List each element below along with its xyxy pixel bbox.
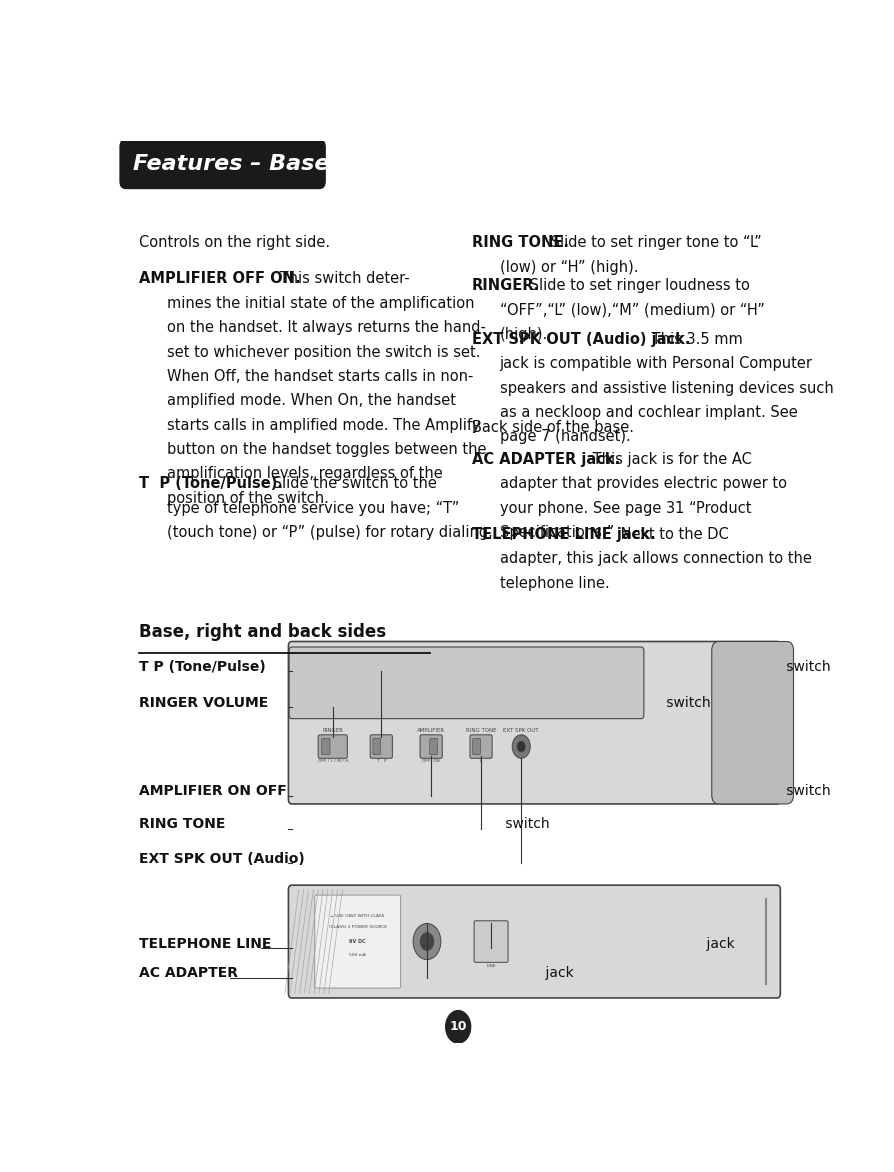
Text: T P (Tone/Pulse): T P (Tone/Pulse) xyxy=(139,660,266,674)
Text: button on the handset toggles between the: button on the handset toggles between th… xyxy=(167,442,486,457)
Text: amplified mode. When On, the handset: amplified mode. When On, the handset xyxy=(167,394,456,408)
Text: EXT SPK OUT (Audio): EXT SPK OUT (Audio) xyxy=(139,852,305,866)
Text: position of the switch.: position of the switch. xyxy=(167,491,329,506)
Text: OFF / L / M / H: OFF / L / M / H xyxy=(317,759,348,763)
Text: T    P: T P xyxy=(375,759,386,763)
Text: page 7 (handset).: page 7 (handset). xyxy=(500,429,630,444)
Text: AMPLIFIER OFF ON.: AMPLIFIER OFF ON. xyxy=(139,272,301,286)
FancyBboxPatch shape xyxy=(470,735,492,758)
Text: ⚠ USE ONLY WITH CLASS: ⚠ USE ONLY WITH CLASS xyxy=(331,914,385,919)
Text: EXT SPK OUT (Audio) jack.: EXT SPK OUT (Audio) jack. xyxy=(472,332,690,347)
Text: Next to the DC: Next to the DC xyxy=(616,527,729,541)
Text: Base, right and back sides: Base, right and back sides xyxy=(139,624,386,641)
Text: 500 mA: 500 mA xyxy=(350,953,367,958)
Text: jack is compatible with Personal Computer: jack is compatible with Personal Compute… xyxy=(500,356,813,372)
Text: LINE: LINE xyxy=(486,965,496,968)
Text: RINGER VOLUME: RINGER VOLUME xyxy=(139,696,269,709)
Text: as a neckloop and cochlear implant. See: as a neckloop and cochlear implant. See xyxy=(500,406,797,420)
Text: jack: jack xyxy=(542,967,574,980)
Text: Specifications.”: Specifications.” xyxy=(500,525,614,540)
FancyBboxPatch shape xyxy=(289,885,780,999)
FancyBboxPatch shape xyxy=(289,641,780,804)
Text: AC ADAPTER: AC ADAPTER xyxy=(139,967,239,980)
Text: T  P (Tone/Pulse).: T P (Tone/Pulse). xyxy=(139,476,283,491)
Text: Slide the switch to the: Slide the switch to the xyxy=(267,476,436,491)
Text: RING TONE: RING TONE xyxy=(466,728,496,732)
Text: 9V DC: 9V DC xyxy=(350,939,366,945)
Circle shape xyxy=(446,1010,470,1043)
Text: 10: 10 xyxy=(450,1021,467,1034)
Text: RING TONE: RING TONE xyxy=(139,818,226,831)
Text: type of telephone service you have; “T”: type of telephone service you have; “T” xyxy=(167,500,460,516)
Text: (CLASS) 2 POWER SOURCE: (CLASS) 2 POWER SOURCE xyxy=(329,925,387,929)
Text: When Off, the handset starts calls in non-: When Off, the handset starts calls in no… xyxy=(167,369,474,384)
Text: switch: switch xyxy=(662,696,711,709)
Circle shape xyxy=(413,924,441,960)
Text: RINGER.: RINGER. xyxy=(472,278,540,293)
FancyBboxPatch shape xyxy=(370,735,392,758)
Text: Back side of the base.: Back side of the base. xyxy=(472,421,634,435)
Text: This switch deter-: This switch deter- xyxy=(275,272,410,286)
Text: RINGER: RINGER xyxy=(323,728,343,732)
FancyBboxPatch shape xyxy=(373,738,381,755)
FancyBboxPatch shape xyxy=(120,139,325,189)
FancyBboxPatch shape xyxy=(322,738,330,755)
Text: TELEPHONE LINE jack.: TELEPHONE LINE jack. xyxy=(472,527,656,541)
Text: jack: jack xyxy=(702,936,735,950)
Text: This jack is for the AC: This jack is for the AC xyxy=(588,452,753,466)
Text: OFF  ON: OFF ON xyxy=(422,759,440,763)
Text: switch: switch xyxy=(502,818,550,831)
FancyBboxPatch shape xyxy=(474,921,508,962)
Text: switch: switch xyxy=(782,784,831,798)
Text: TELEPHONE LINE: TELEPHONE LINE xyxy=(139,936,272,950)
Text: RING TONE.: RING TONE. xyxy=(472,236,569,251)
Text: set to whichever position the switch is set.: set to whichever position the switch is … xyxy=(167,345,481,360)
Text: (high).: (high). xyxy=(500,327,548,341)
Text: AMPLIFIER: AMPLIFIER xyxy=(417,728,445,732)
Text: Slide to set ringer tone to “L”: Slide to set ringer tone to “L” xyxy=(546,236,762,251)
Text: L: L xyxy=(480,759,482,763)
Text: Features – Base: Features – Base xyxy=(132,154,329,175)
Text: adapter, this jack allows connection to the: adapter, this jack allows connection to … xyxy=(500,551,812,566)
Circle shape xyxy=(420,933,434,950)
Text: your phone. See page 31 “Product: your phone. See page 31 “Product xyxy=(500,500,751,516)
FancyBboxPatch shape xyxy=(318,735,347,758)
FancyBboxPatch shape xyxy=(473,738,480,755)
Text: (touch tone) or “P” (pulse) for rotary dialing.: (touch tone) or “P” (pulse) for rotary d… xyxy=(167,525,493,540)
Text: on the handset. It always returns the hand-: on the handset. It always returns the ha… xyxy=(167,320,486,335)
Text: EXT SPK OUT: EXT SPK OUT xyxy=(503,728,539,732)
FancyBboxPatch shape xyxy=(420,735,443,758)
Text: telephone line.: telephone line. xyxy=(500,575,610,591)
Text: This 3.5 mm: This 3.5 mm xyxy=(647,332,743,347)
Text: AC ADAPTER jack.: AC ADAPTER jack. xyxy=(472,452,620,466)
Text: AMPLIFIER ON OFF: AMPLIFIER ON OFF xyxy=(139,784,287,798)
Circle shape xyxy=(517,741,526,752)
FancyBboxPatch shape xyxy=(430,738,437,755)
Text: speakers and assistive listening devices such: speakers and assistive listening devices… xyxy=(500,381,833,396)
Text: (low) or “H” (high).: (low) or “H” (high). xyxy=(500,260,638,274)
Text: switch: switch xyxy=(782,660,831,674)
Text: Slide to set ringer loudness to: Slide to set ringer loudness to xyxy=(526,278,750,293)
Text: amplification levels, regardless of the: amplification levels, regardless of the xyxy=(167,466,443,482)
FancyBboxPatch shape xyxy=(315,895,401,988)
Text: Controls on the right side.: Controls on the right side. xyxy=(139,236,331,251)
Circle shape xyxy=(512,735,530,758)
Text: adapter that provides electric power to: adapter that provides electric power to xyxy=(500,476,787,491)
Text: mines the initial state of the amplification: mines the initial state of the amplifica… xyxy=(167,295,475,311)
FancyBboxPatch shape xyxy=(712,641,794,804)
FancyBboxPatch shape xyxy=(289,647,644,718)
Text: “OFF”,“L” (low),“M” (medium) or “H”: “OFF”,“L” (low),“M” (medium) or “H” xyxy=(500,302,764,318)
Text: starts calls in amplified mode. The Amplify: starts calls in amplified mode. The Ampl… xyxy=(167,417,481,432)
